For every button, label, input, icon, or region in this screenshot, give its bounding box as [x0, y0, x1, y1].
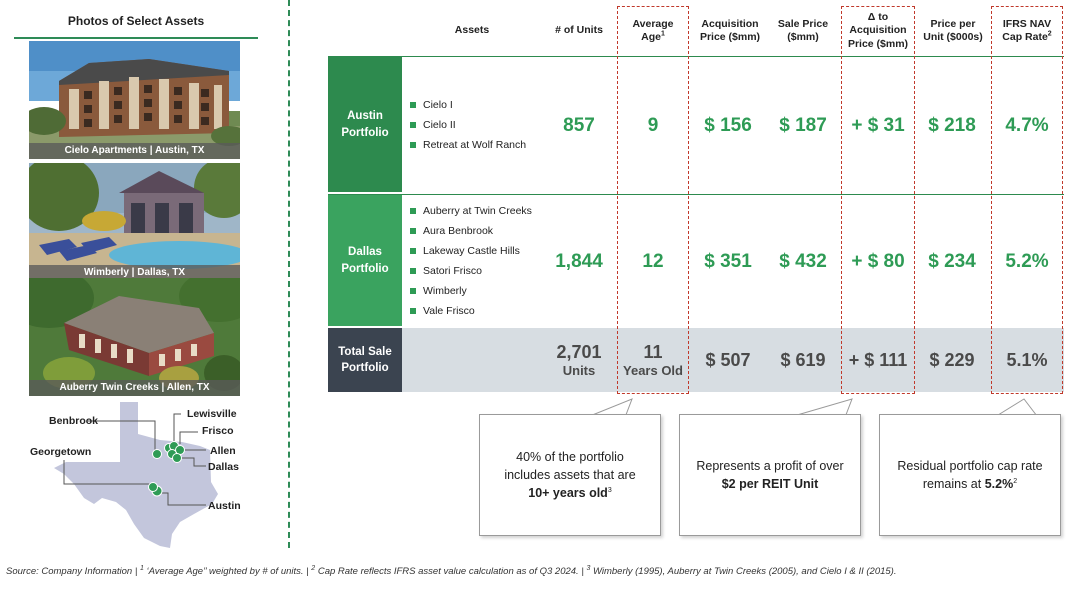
auberry-twin-creeks-image — [29, 278, 240, 396]
austin-marker — [148, 482, 158, 492]
list-item: Vale Frisco — [410, 301, 532, 321]
header-price-per-unit: Price per Unit ($000s) — [923, 17, 983, 43]
dallas-marker-2 — [172, 453, 182, 463]
header-delta-acquisition: Δ to Acquisition Price ($mm) — [847, 11, 909, 50]
header-average-age: Average Age1 — [632, 17, 674, 43]
dallas-leader — [177, 457, 206, 467]
photo-cielo-apartments: Cielo Apartments | Austin, TX — [29, 41, 240, 159]
list-item: Wimberly — [410, 281, 532, 301]
total-units: 2,701 Units — [556, 342, 602, 378]
city-allen: Allen — [210, 445, 236, 457]
city-frisco: Frisco — [202, 425, 234, 437]
austin-age: 9 — [647, 115, 659, 136]
callout-age: 40% of the portfolio includes assets tha… — [479, 414, 661, 536]
texas-shape — [54, 402, 218, 548]
header-sale-price: Sale Price ($mm) — [777, 17, 829, 43]
dallas-label: Dallas Portfolio — [328, 195, 402, 326]
city-dallas: Dallas — [208, 461, 239, 473]
photo-auberry-twin-creeks: Auberry Twin Creeks | Allen, TX — [29, 278, 240, 396]
city-benbrook: Benbrook — [49, 415, 99, 427]
city-georgetown: Georgetown — [30, 446, 92, 458]
dallas-cap: 5.2% — [1005, 251, 1049, 272]
header-acquisition-price: Acquisition Price ($mm) — [699, 17, 761, 43]
wimberly-image — [29, 163, 240, 281]
photo-caption: Wimberly | Dallas, TX — [29, 265, 240, 281]
dallas-asset-list: Auberry at Twin Creeks Aura Benbrook Lak… — [410, 201, 532, 321]
photo-caption: Cielo Apartments | Austin, TX — [29, 143, 240, 159]
total-sale: $ 619 — [780, 350, 826, 370]
total-age: 11 Years Old — [623, 342, 683, 378]
dallas-ppu: $ 234 — [928, 251, 976, 272]
total-row: Total Sale Portfolio 2,701 Units 11 Years O… — [328, 328, 1064, 392]
dallas-age: 12 — [642, 251, 664, 272]
frisco-leader — [179, 431, 198, 444]
total-cap: 5.1% — [1006, 350, 1048, 370]
callout-cap-rate: Residual portfolio cap rate remains at 5… — [879, 414, 1061, 536]
list-item: Lakeway Castle Hills — [410, 241, 532, 261]
dallas-delta: + $ 80 — [851, 251, 905, 272]
austin-label: Austin Portfolio — [328, 57, 402, 192]
photos-title-rule — [14, 37, 258, 39]
header-units: # of Units — [555, 24, 603, 37]
austin-cap: 4.7% — [1005, 115, 1049, 136]
texas-map-graphic — [54, 402, 218, 548]
dallas-sale: $ 432 — [779, 251, 827, 272]
highlight-average-age-column — [617, 6, 689, 394]
austin-sale: $ 187 — [779, 115, 827, 136]
texas-map: Benbrook Lewisville Frisco Georgetown Al… — [14, 398, 264, 548]
dallas-units: 1,844 — [555, 251, 603, 272]
austin-leader — [157, 492, 206, 506]
dallas-acquisition: $ 351 — [704, 251, 752, 272]
austin-asset-list: Cielo I Cielo II Retreat at Wolf Ranch — [410, 95, 526, 155]
list-item: Aura Benbrook — [410, 221, 532, 241]
city-lewisville: Lewisville — [187, 408, 237, 420]
total-ppu: $ 229 — [929, 350, 975, 370]
austin-ppu: $ 218 — [928, 115, 976, 136]
highlight-delta-column — [841, 6, 915, 394]
list-item: Satori Frisco — [410, 261, 532, 281]
benbrook-marker — [152, 449, 162, 459]
benbrook-leader — [88, 420, 156, 450]
callout-profit: Represents a profit of over $2 per REIT … — [679, 414, 861, 536]
header-assets: Assets — [454, 24, 490, 37]
total-delta: + $ 111 — [848, 350, 908, 370]
footnote: Source: Company Information | 1 ‘Average… — [6, 564, 897, 577]
dallas-row: Dallas Portfolio Auberry at Twin Creeks A… — [328, 194, 1064, 326]
total-label: Total Sale Portfolio — [328, 328, 402, 392]
cielo-apartments-image — [29, 41, 240, 159]
photo-wimberly: Wimberly | Dallas, TX — [29, 163, 240, 281]
city-austin: Austin — [208, 500, 241, 512]
list-item: Auberry at Twin Creeks — [410, 201, 532, 221]
header-ifrs-cap-rate: IFRS NAV Cap Rate2 — [1002, 17, 1052, 43]
lewisville-leader — [173, 413, 181, 442]
total-acquisition: $ 507 — [705, 350, 751, 370]
photos-title: Photos of Select Assets — [67, 14, 205, 28]
austin-row: Austin Portfolio Cielo I Cielo II Retreat… — [328, 56, 1064, 192]
list-item: Cielo I — [410, 95, 526, 115]
highlight-cap-rate-column — [991, 6, 1063, 394]
austin-delta: + $ 31 — [851, 115, 905, 136]
austin-body: Cielo I Cielo II Retreat at Wolf Ranch — [402, 57, 1064, 192]
list-item: Cielo II — [410, 115, 526, 135]
photo-caption: Auberry Twin Creeks | Allen, TX — [29, 380, 240, 396]
austin-acquisition: $ 156 — [704, 115, 752, 136]
austin-units: 857 — [563, 115, 595, 136]
panel-divider — [288, 0, 290, 548]
dallas-body: Auberry at Twin Creeks Aura Benbrook Lak… — [402, 195, 1064, 326]
list-item: Retreat at Wolf Ranch — [410, 135, 526, 155]
